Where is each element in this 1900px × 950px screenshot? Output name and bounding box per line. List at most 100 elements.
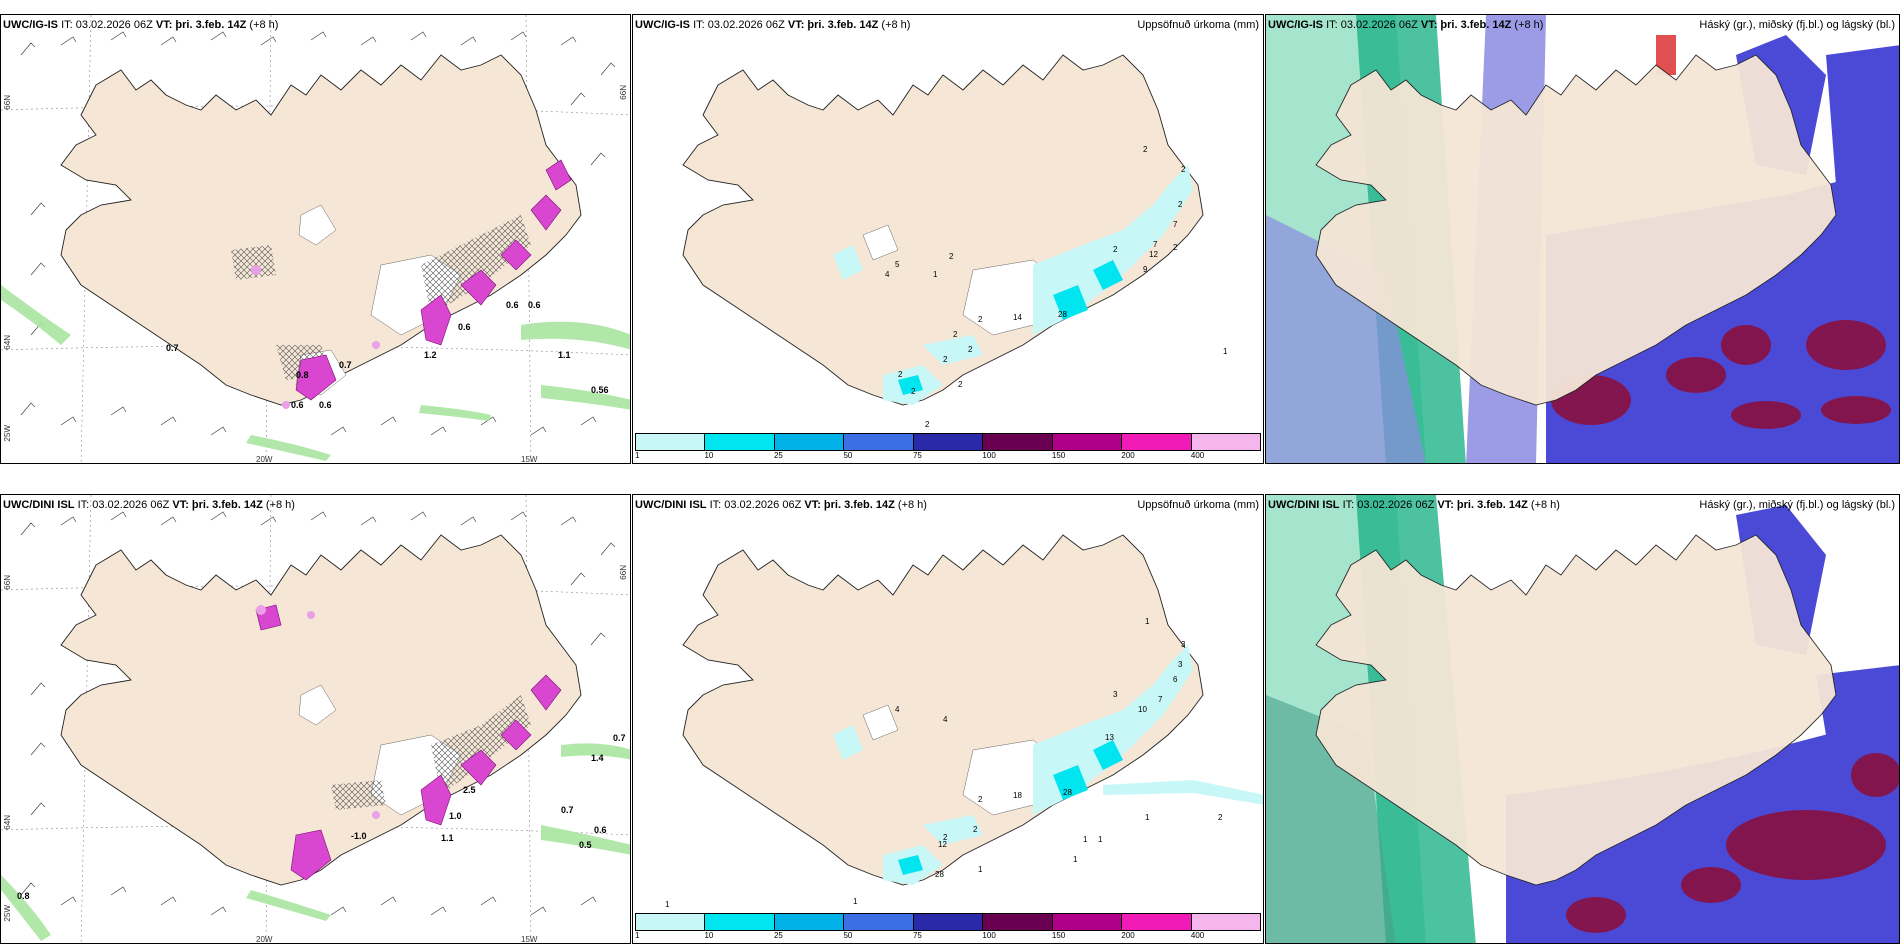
precip-label: 1 — [665, 900, 670, 909]
precip-label: 2 — [953, 330, 958, 339]
lead-time: (+8 h) — [265, 499, 295, 511]
precip-label: 1 — [1145, 617, 1150, 626]
wind-label: 0.7 — [561, 805, 574, 815]
lon-label: 25W — [3, 905, 12, 922]
precip-label: 2 — [898, 370, 903, 379]
precip-label: 7 — [1173, 220, 1178, 229]
vt-label: VT: — [155, 19, 173, 31]
panel-top-precip: UWC/IG-IS IT: 03.02.2026 06Z VT: þri. 3.… — [632, 14, 1264, 464]
wind-label: 0.7 — [613, 733, 626, 743]
precip-label: 3 — [1113, 690, 1118, 699]
init-time: IT: 03.02.2026 06Z — [77, 499, 170, 511]
legend-swatch — [983, 434, 1053, 450]
precip-label: 12 — [938, 840, 947, 849]
lead-time: (+8 h) — [881, 19, 911, 31]
wind-label: 0.6 — [528, 300, 541, 310]
valid-time: þri. 3.feb. 14Z — [823, 499, 895, 511]
lead-time: (+8 h) — [249, 19, 279, 31]
legend-tick: 1 — [635, 451, 640, 460]
lon-label: 20W — [256, 455, 273, 464]
panel-title: Háský (gr.), miðský (fj.bl.) og lágský (… — [1699, 19, 1895, 31]
model-name: UWC/IG-IS — [3, 19, 58, 31]
legend-swatch — [913, 914, 984, 930]
vt-label: VT: — [1437, 499, 1454, 511]
lat-label: 66N — [619, 565, 628, 580]
wind-label: 1.2 — [424, 350, 437, 360]
init-time: IT: 03.02.2026 06Z — [1326, 19, 1418, 31]
legend-ticks: 1 10 25 50 75 100 150 200 400 — [635, 931, 1261, 941]
lat-label: 64N — [3, 815, 12, 830]
panel-header: UWC/DINI ISL IT: 03.02.2026 06Z VT: þri.… — [1268, 499, 1560, 511]
precip-label: 1 — [933, 270, 938, 279]
panel-top-wind: UWC/IG-IS IT: 03.02.2026 06Z VT: þri. 3.… — [0, 14, 631, 464]
vt-label: VT: — [804, 499, 821, 511]
legend-swatch — [913, 434, 984, 450]
precip-label: 2 — [943, 355, 948, 364]
legend-swatch — [844, 434, 914, 450]
precip-label: 1 — [1223, 347, 1228, 356]
wind-label: 0.8 — [296, 370, 309, 380]
precip-label: 3 — [1178, 660, 1183, 669]
precip-label: 6 — [1173, 675, 1178, 684]
lead-time: (+8 h) — [897, 499, 927, 511]
wind-label: 0.5 — [579, 840, 592, 850]
init-time: IT: 03.02.2026 06Z — [693, 19, 785, 31]
wind-label: 0.7 — [339, 360, 352, 370]
valid-time: þri. 3.feb. 14Z — [175, 19, 247, 31]
panel-bottom-clouds: UWC/DINI ISL IT: 03.02.2026 06Z VT: þri.… — [1265, 494, 1900, 944]
legend-swatch — [1052, 914, 1123, 930]
legend-tick: 100 — [982, 451, 996, 460]
legend-swatch — [705, 914, 775, 930]
precip-label: 3 — [1181, 640, 1186, 649]
precip-label: 2 — [968, 345, 973, 354]
legend-swatch — [774, 914, 845, 930]
wind-label: -1.0 — [351, 831, 367, 841]
model-name: UWC/IG-IS — [1268, 19, 1323, 31]
vt-label: VT: — [172, 499, 189, 511]
map-top-wind — [1, 15, 630, 463]
legend-swatch — [1122, 914, 1192, 930]
legend-swatch — [636, 434, 706, 450]
model-name: UWC/DINI ISL — [1268, 499, 1340, 511]
precip-label: 12 — [1149, 250, 1158, 259]
legend-tick: 50 — [843, 931, 853, 940]
panel-top-clouds: UWC/IG-IS IT: 03.02.2026 06Z VT: þri. 3.… — [1265, 14, 1900, 464]
lon-label: 25W — [3, 425, 12, 442]
legend-tick: 100 — [982, 931, 996, 940]
wind-label: 1.1 — [441, 833, 454, 843]
precip-label: 2 — [1113, 245, 1118, 254]
panel-header: UWC/DINI ISL IT: 03.02.2026 06Z VT: þri.… — [635, 499, 927, 511]
precip-label: 2 — [1181, 165, 1186, 174]
legend-tick: 25 — [773, 451, 783, 460]
lat-label: 64N — [3, 335, 12, 350]
lead-time: (+8 h) — [1514, 19, 1544, 31]
wind-label: 0.6 — [506, 300, 519, 310]
precip-label: 2 — [1143, 145, 1148, 154]
precip-label: 1 — [853, 897, 858, 906]
precip-label: 7 — [1158, 695, 1163, 704]
panel-header: UWC/DINI ISL IT: 03.02.2026 06Z VT: þri.… — [3, 499, 295, 511]
wind-label: 1.4 — [591, 753, 604, 763]
init-time: IT: 03.02.2026 06Z — [709, 499, 802, 511]
legend-tick: 25 — [773, 931, 783, 940]
precip-label: 7 — [1153, 240, 1158, 249]
legend-tick: 200 — [1121, 931, 1135, 940]
precip-label: 2 — [973, 825, 978, 834]
legend-swatch — [1122, 434, 1192, 450]
lon-label: 15W — [521, 455, 538, 464]
precip-label: 4 — [943, 715, 948, 724]
lon-label: 20W — [256, 935, 273, 944]
wind-label: 1.1 — [558, 350, 571, 360]
precip-label: 4 — [895, 705, 900, 714]
legend-swatch — [844, 914, 914, 930]
precip-label: 1 — [1098, 835, 1103, 844]
wind-label: 0.6 — [291, 400, 304, 410]
legend-swatch — [983, 914, 1053, 930]
precip-label: 18 — [1013, 791, 1022, 800]
vt-label: VT: — [787, 19, 805, 31]
precip-label: 2 — [1218, 813, 1223, 822]
wind-label: 0.6 — [594, 825, 607, 835]
lat-label: 66N — [3, 95, 12, 110]
precip-label: 2 — [958, 380, 963, 389]
lon-label: 15W — [521, 935, 538, 944]
